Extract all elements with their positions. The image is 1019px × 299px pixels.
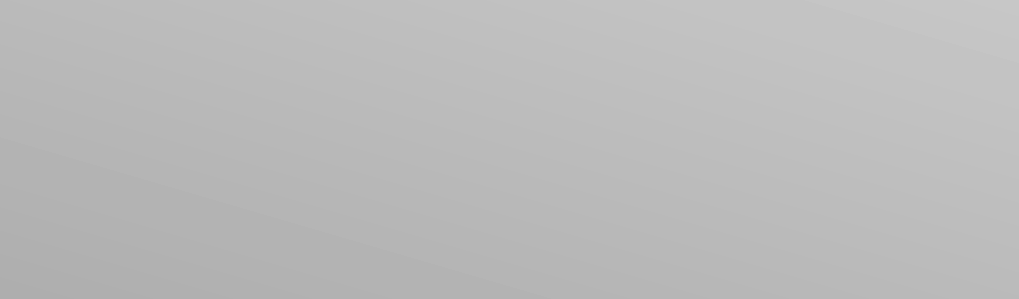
Text: B: B: [150, 139, 158, 149]
Text: decrease, because the enzyme would be used up.: decrease, because the enzyme would be us…: [181, 179, 620, 197]
Text: increase, because the kinetic energy would increase.: increase, because the kinetic energy wou…: [181, 135, 646, 153]
Text: C: C: [150, 183, 157, 193]
Text: A: A: [150, 93, 158, 103]
Text: If the reaction temperature were to increase from 40°C to 63°C, the reaction rat: If the reaction temperature were to incr…: [133, 52, 1019, 70]
Text: stay the same, because the rate of enzyme-catalyzed reactions is constant.: stay the same, because the rate of enzym…: [181, 222, 844, 241]
Text: D: D: [149, 227, 158, 237]
Text: decrease, because the enzyme would become denatured.: decrease, because the enzyme would becom…: [181, 89, 689, 107]
